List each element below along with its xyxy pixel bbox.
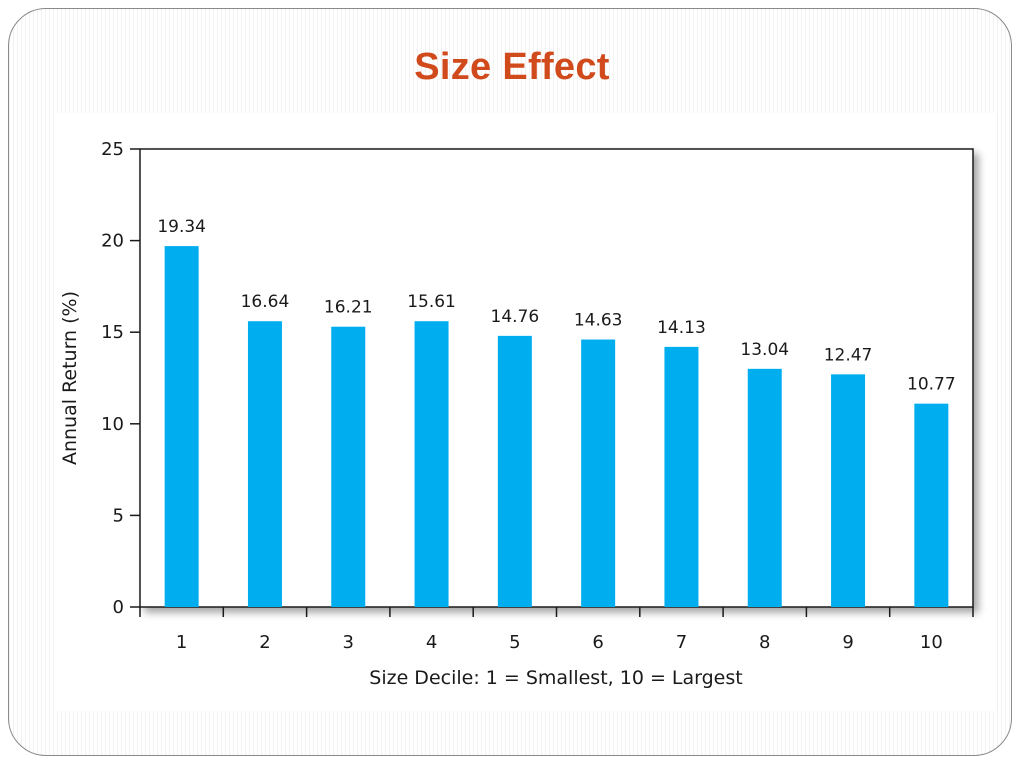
x-tick-label-5: 5 xyxy=(509,632,520,653)
y-axis-title: Annual Return (%) xyxy=(59,291,81,465)
x-tick-label-1: 1 xyxy=(176,632,187,653)
data-labels-layer: 19.34 16.64 16.21 15.61 14.76 14.63 14.13 13.04… xyxy=(157,217,955,395)
y-tick-label-5: 5 xyxy=(113,505,124,526)
bar-decile-9 xyxy=(831,374,866,607)
bar-decile-2 xyxy=(247,321,282,607)
bars-layer xyxy=(164,246,949,607)
x-tick-label-2: 2 xyxy=(259,632,270,653)
x-axis-title: Size Decile: 1 = Smallest, 10 = Largest xyxy=(369,667,742,689)
bar-decile-5 xyxy=(497,335,532,607)
data-label-decile-8: 13.04 xyxy=(740,340,789,360)
data-label-decile-5: 14.76 xyxy=(491,307,540,327)
bar-decile-6 xyxy=(581,339,616,607)
x-tick-label-10: 10 xyxy=(920,632,943,653)
x-tick-label-8: 8 xyxy=(759,632,770,653)
bar-decile-10 xyxy=(914,403,949,607)
data-label-decile-9: 12.47 xyxy=(824,345,873,365)
data-label-decile-3: 16.21 xyxy=(324,298,373,318)
x-tick-label-6: 6 xyxy=(592,632,603,653)
y-tick-label-10: 10 xyxy=(101,414,124,435)
data-label-decile-7: 14.13 xyxy=(657,318,706,338)
data-label-decile-10: 10.77 xyxy=(907,375,956,395)
data-label-decile-2: 16.64 xyxy=(241,292,290,312)
data-label-decile-6: 14.63 xyxy=(574,311,623,331)
bar-decile-7 xyxy=(664,346,699,607)
y-tick-label-25: 25 xyxy=(101,139,124,160)
bar-decile-8 xyxy=(747,368,782,607)
x-tick-label-3: 3 xyxy=(343,632,354,653)
y-tick-label-15: 15 xyxy=(101,322,124,343)
bar-decile-1 xyxy=(164,246,199,607)
y-axis: 0 5 10 15 20 25 xyxy=(101,139,140,618)
data-label-decile-4: 15.61 xyxy=(407,292,456,312)
slide-title: Size Effect xyxy=(414,46,610,88)
bar-decile-3 xyxy=(331,326,366,607)
y-tick-label-0: 0 xyxy=(113,597,124,618)
x-axis: 1 2 3 4 5 6 7 8 9 10 xyxy=(139,607,974,653)
bar-decile-4 xyxy=(414,321,449,607)
x-tick-label-7: 7 xyxy=(676,632,687,653)
x-tick-label-9: 9 xyxy=(842,632,853,653)
x-tick-label-4: 4 xyxy=(426,632,437,653)
y-tick-label-20: 20 xyxy=(101,231,124,252)
data-label-decile-1: 19.34 xyxy=(157,217,206,237)
